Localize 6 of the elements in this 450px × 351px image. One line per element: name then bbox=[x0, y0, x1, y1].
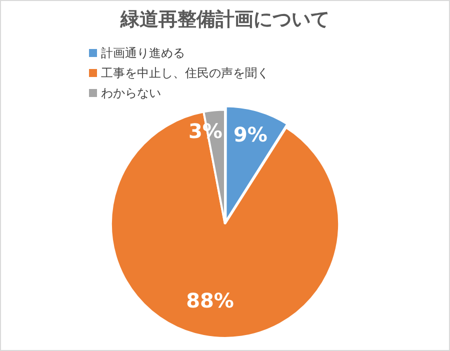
data-label: 88% bbox=[186, 288, 234, 313]
legend-label: わからない bbox=[101, 85, 161, 102]
data-label: 9% bbox=[233, 122, 268, 146]
legend-label: 工事を中止し、住民の声を聞く bbox=[101, 65, 269, 82]
chart-title: 緑道再整備計画について bbox=[120, 8, 330, 30]
legend-label: 計画通り進める bbox=[101, 45, 185, 62]
